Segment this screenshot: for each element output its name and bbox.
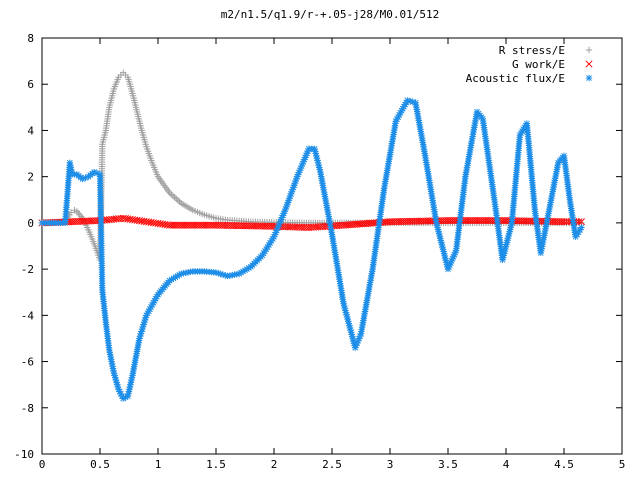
data-point: [168, 191, 175, 198]
data-point: [139, 326, 146, 333]
x-tick-label: 0: [39, 458, 46, 471]
data-point: [171, 194, 178, 201]
data-point: [75, 209, 82, 217]
y-tick-label: 2: [27, 171, 34, 184]
data-point: [174, 197, 182, 204]
legend-label: R stress/E: [499, 44, 565, 57]
y-tick-label: 4: [27, 124, 34, 137]
x-tick-label: 2: [271, 458, 278, 471]
x-tick-label: 4: [503, 458, 510, 471]
legend-marker: [585, 46, 593, 54]
series-layer: [38, 69, 585, 402]
series-0: [38, 69, 585, 264]
y-tick-label: -6: [21, 356, 34, 369]
legend-marker: [585, 74, 593, 82]
data-point: [287, 192, 294, 200]
x-tick-label: 1: [155, 458, 162, 471]
y-tick-label: -4: [21, 309, 35, 322]
x-tick-label: 4.5: [554, 458, 574, 471]
x-tick-label: 2.5: [322, 458, 342, 471]
legend-label: Acoustic flux/E: [466, 72, 565, 85]
x-tick-label: 1.5: [206, 458, 226, 471]
data-point: [138, 328, 145, 335]
x-tick-label: 0.5: [90, 458, 110, 471]
series-2: [38, 97, 585, 402]
legend-label: G work/E: [512, 58, 565, 71]
y-tick-label: 0: [27, 217, 34, 230]
legend-marker: [585, 60, 593, 68]
x-tick-label: 5: [619, 458, 626, 471]
data-point: [585, 74, 593, 82]
y-tick-label: -10: [14, 448, 34, 461]
y-tick-label: 6: [27, 78, 34, 91]
x-tick-label: 3: [387, 458, 394, 471]
y-tick-label: 8: [27, 32, 34, 45]
data-point: [585, 60, 593, 68]
x-tick-label: 3.5: [438, 458, 458, 471]
data-point: [173, 195, 180, 202]
data-point: [67, 209, 75, 216]
y-tick-label: -2: [21, 263, 34, 276]
y-tick-label: -8: [21, 402, 34, 415]
data-point: [575, 218, 583, 226]
data-point: [76, 211, 83, 218]
data-point: [577, 218, 585, 226]
axis-ticks: 0 0.5 1 1.5 2 2.5 3 3.5 4 4.5 5 -10 -8 -6 -4 -2 0 2 4 6 8: [14, 32, 625, 471]
data-point: [215, 270, 222, 277]
series-1: [38, 214, 585, 232]
data-point: [578, 224, 585, 231]
data-point: [169, 192, 177, 200]
data-point: [585, 46, 593, 54]
chart-title: m2/n1.5/q1.9/r-+.05-j28/M0.01/512: [221, 8, 440, 21]
